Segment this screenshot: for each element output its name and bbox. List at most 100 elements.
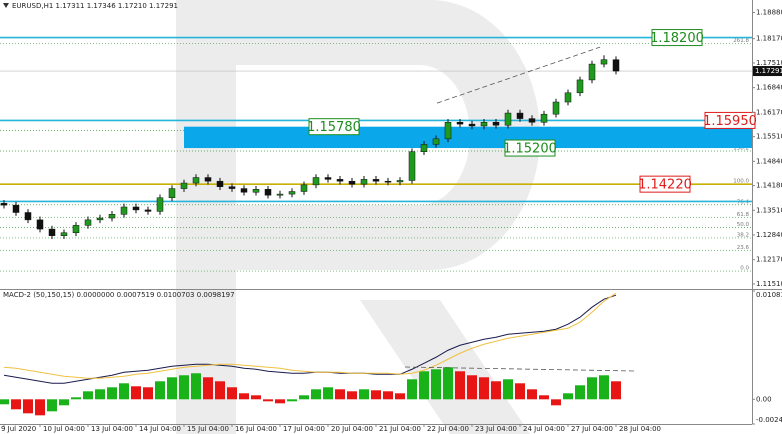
fib-label: 138.2 — [733, 145, 749, 151]
level-label: 1.15950 — [703, 114, 757, 129]
candle-body — [36, 219, 44, 230]
candle-body — [180, 182, 188, 189]
y-tick-label: 1.14840 — [756, 157, 782, 165]
candle-body — [192, 177, 200, 184]
x-tick-label: 23 Jul 04:00 — [475, 425, 517, 433]
macd-histogram-bar — [227, 387, 237, 400]
candle-body — [84, 219, 92, 226]
candle-body — [156, 197, 164, 212]
y-tick-label: 1.12840 — [756, 231, 782, 239]
candle-body — [276, 193, 284, 196]
macd-histogram-bar — [383, 391, 393, 400]
macd-histogram-bar — [275, 399, 285, 404]
zone-label: 1.15780 — [307, 120, 361, 135]
candle-body — [576, 79, 584, 94]
candle-body — [336, 179, 344, 182]
macd-histogram-bar — [203, 377, 213, 400]
macd-histogram-bar — [359, 389, 369, 400]
level-label: 1.18200 — [650, 31, 704, 46]
fib-label: 61.8 — [737, 212, 750, 218]
macd-trend-line — [404, 366, 636, 372]
candle-body — [504, 112, 512, 126]
candle-body — [108, 214, 116, 219]
candle-body — [240, 188, 248, 193]
macd-line — [3, 292, 617, 379]
macd-histogram-bar — [191, 373, 201, 400]
candle-body — [72, 225, 80, 234]
macd-histogram-bar — [419, 371, 429, 400]
macd-histogram-bar — [131, 386, 141, 400]
candle-body — [408, 151, 416, 181]
macd-title: MACD-2 (50,150,15) 0.0000000 0.0007519 0… — [3, 291, 235, 299]
candle-body — [588, 63, 596, 81]
macd-y-tick-label: 0.0108182 — [756, 291, 782, 299]
y-tick-label: 1.16170 — [756, 108, 782, 116]
candle-body — [228, 186, 236, 189]
support-zone — [184, 126, 752, 149]
macd-histogram-bar — [491, 381, 501, 400]
macd-histogram-bar — [575, 385, 585, 400]
candle-body — [252, 189, 260, 193]
candle-body — [432, 138, 440, 145]
y-tick-label: 1.18170 — [756, 35, 782, 43]
candle-body — [120, 206, 128, 215]
candle-body — [324, 177, 332, 180]
candle-body — [384, 180, 392, 183]
candle-body — [48, 228, 56, 236]
fib-label: 50.0 — [737, 222, 750, 228]
macd-histogram-bar — [611, 381, 621, 400]
candle-body — [600, 59, 608, 65]
candle-body — [12, 204, 20, 213]
x-tick-label: 24 Jul 04:00 — [523, 425, 565, 433]
y-tick-label: 1.16840 — [756, 84, 782, 92]
candle-body — [24, 212, 32, 221]
chart-title: EURUSD,H1 1.17311 1.17346 1.17210 1.1729… — [12, 2, 178, 10]
candle-body — [96, 217, 104, 221]
macd-histogram-bar — [551, 399, 561, 406]
fib-label: 23.6 — [737, 245, 750, 251]
macd-histogram-bar — [71, 397, 81, 400]
level-label: 1.14220 — [638, 178, 692, 193]
macd-histogram-bar — [0, 399, 9, 405]
y-tick-label: 1.15510 — [756, 133, 782, 141]
candle-body — [264, 189, 272, 196]
macd-histogram-bar — [11, 399, 21, 410]
macd-histogram-bar — [539, 395, 549, 400]
candle-body — [528, 118, 536, 123]
macd-histogram-bar — [599, 375, 609, 400]
trend-line — [436, 46, 601, 104]
candle-body — [564, 92, 572, 103]
x-tick-label: 17 Jul 04:00 — [283, 425, 325, 433]
macd-histogram-bar — [287, 399, 297, 402]
candle-body — [60, 232, 68, 236]
macd-histogram-bar — [155, 381, 165, 400]
y-tick-label: 1.11510 — [756, 280, 782, 288]
y-tick-label: 1.14180 — [756, 182, 782, 190]
fib-label: 76.4 — [737, 199, 750, 205]
macd-histogram-bar — [443, 367, 453, 400]
x-tick-label: 16 Jul 04:00 — [235, 425, 277, 433]
fib-label: 38.2 — [737, 232, 749, 238]
fib-label: 261.8 — [733, 38, 749, 44]
symbol-menu-arrow — [3, 3, 9, 8]
candle-body — [540, 113, 548, 123]
macd-histogram-bar — [431, 369, 441, 400]
macd-histogram-bar — [59, 399, 69, 406]
zone-label-box — [504, 139, 556, 157]
candle-body — [312, 177, 320, 186]
candle-body — [204, 177, 212, 182]
macd-histogram-bar — [503, 379, 513, 400]
macd-histogram-bar — [299, 395, 309, 400]
fib-label: 0.0 — [740, 266, 749, 272]
candle-body — [444, 122, 452, 140]
x-tick-label: 14 Jul 04:00 — [139, 425, 181, 433]
macd-histogram-bar — [455, 371, 465, 400]
macd-histogram-bar — [107, 387, 117, 400]
macd-histogram-bar — [179, 375, 189, 400]
candle-body — [132, 206, 140, 211]
macd-histogram-bar — [323, 387, 333, 400]
candle-body — [168, 188, 176, 199]
macd-histogram-bar — [23, 399, 33, 414]
level-label-box — [639, 175, 691, 193]
macd-histogram-bar — [371, 390, 381, 400]
